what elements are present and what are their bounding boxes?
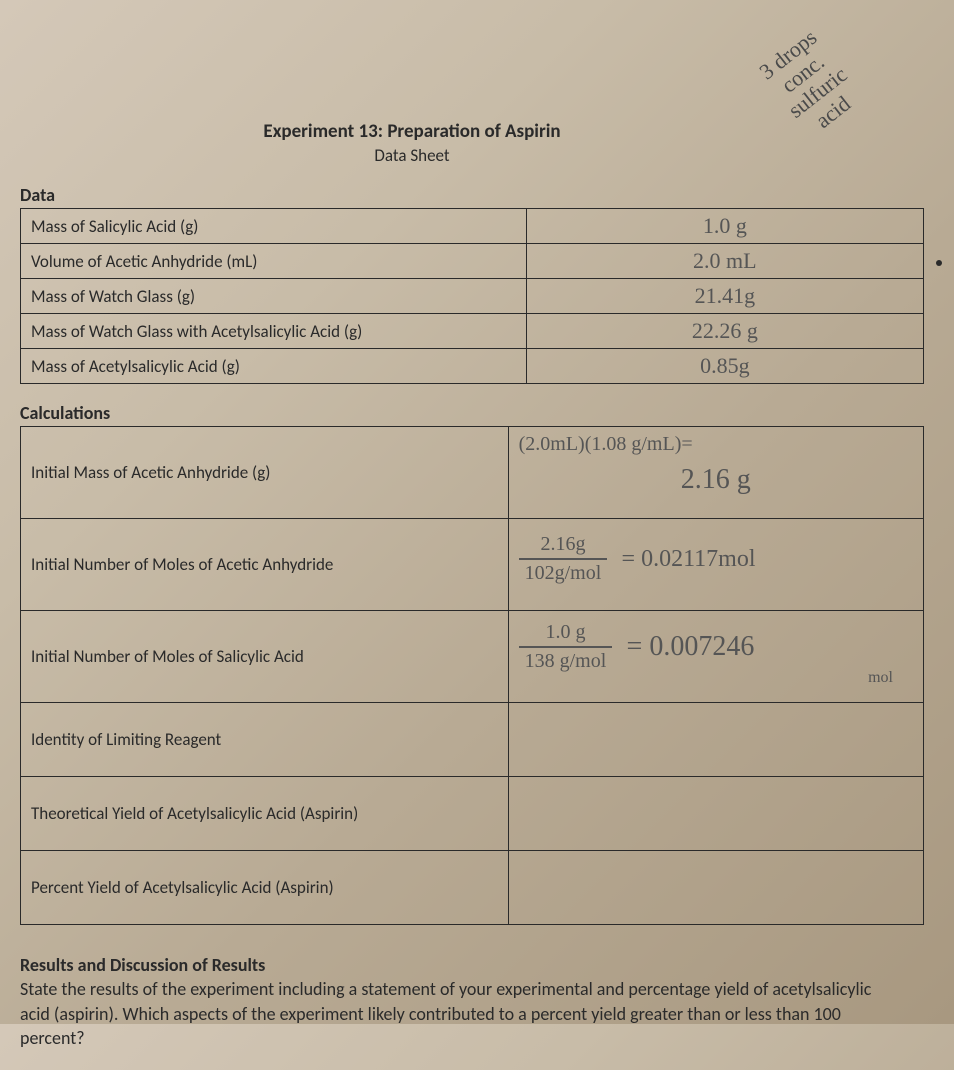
calc-result: = 0.007246 [627,631,755,663]
calc-label: Initial Number of Moles of Acetic Anhydr… [21,519,509,611]
data-table: Mass of Salicylic Acid (g) 1.0 g Volume … [20,208,924,384]
handwritten-value: 0.85g [537,353,913,379]
experiment-title: Experiment 13: Preparation of Aspirin [200,120,624,143]
table-row: Initial Number of Moles of Acetic Anhydr… [21,519,924,611]
table-row: Initial Mass of Acetic Anhydride (g) (2.… [21,427,924,519]
data-label: Mass of Watch Glass (g) [21,279,527,314]
discussion-header: Results and Discussion of Results [20,954,265,976]
calc-label: Identity of Limiting Reagent [21,703,509,777]
data-value: 21.41g [526,279,923,314]
calc-work [508,851,923,925]
calc-work: 2.16g 102g/mol = 0.02117mol [508,519,923,611]
data-value: 2.0 mL [526,244,923,279]
discussion-section: Results and Discussion of Results State … [20,953,924,1050]
calc-result: = 0.02117mol [622,546,756,573]
table-row: Identity of Limiting Reagent [21,703,924,777]
calc-work [508,777,923,851]
data-label: Volume of Acetic Anhydride (mL) [21,244,527,279]
data-value: 1.0 g [526,209,923,244]
table-row: Theoretical Yield of Acetylsalicylic Aci… [21,777,924,851]
fraction: 2.16g 102g/mol [519,533,608,585]
table-row: Percent Yield of Acetylsalicylic Acid (A… [21,851,924,925]
fraction: 1.0 g 138 g/mol [519,621,613,673]
fraction-denominator: 102g/mol [519,560,608,585]
calc-result: 2.16 g [519,464,913,496]
calc-label: Initial Number of Moles of Salicylic Aci… [21,611,509,703]
data-value: 0.85g [526,349,923,384]
calc-equation: (2.0mL)(1.08 g/mL)= [519,433,913,456]
table-row: Mass of Watch Glass with Acetylsalicylic… [21,314,924,349]
handwritten-value: 22.26 g [537,318,913,344]
hole-punch-dot [936,260,942,266]
calc-label: Percent Yield of Acetylsalicylic Acid (A… [21,851,509,925]
table-row: Initial Number of Moles of Salicylic Aci… [21,611,924,703]
fraction-numerator: 1.0 g [519,621,613,648]
table-row: Mass of Watch Glass (g) 21.41g [21,279,924,314]
discussion-text: State the results of the experiment incl… [20,978,871,1049]
calc-work: (2.0mL)(1.08 g/mL)= 2.16 g [508,427,923,519]
calc-work [508,703,923,777]
calc-work: 1.0 g 138 g/mol = 0.007246 mol [508,611,923,703]
data-label: Mass of Watch Glass with Acetylsalicylic… [21,314,527,349]
data-value: 22.26 g [526,314,923,349]
calculations-table: Initial Mass of Acetic Anhydride (g) (2.… [20,426,924,925]
calc-label: Initial Mass of Acetic Anhydride (g) [21,427,509,519]
data-label: Mass of Salicylic Acid (g) [21,209,527,244]
handwritten-value: 1.0 g [537,213,913,239]
table-row: Mass of Acetylsalicylic Acid (g) 0.85g [21,349,924,384]
fraction-denominator: 138 g/mol [519,648,613,673]
calculations-section-header: Calculations [20,402,924,424]
handwritten-value: 2.0 mL [537,248,913,274]
table-row: Volume of Acetic Anhydride (mL) 2.0 mL [21,244,924,279]
handwritten-value: 21.41g [537,283,913,309]
worksheet-page: 3 drops conc. sulfuric acid Experiment 1… [0,0,954,1070]
table-row: Mass of Salicylic Acid (g) 1.0 g [21,209,924,244]
data-label: Mass of Acetylsalicylic Acid (g) [21,349,527,384]
calc-label: Theoretical Yield of Acetylsalicylic Aci… [21,777,509,851]
title-block: Experiment 13: Preparation of Aspirin Da… [20,120,924,166]
data-section-header: Data [20,184,924,206]
subtitle: Data Sheet [200,145,624,166]
fraction-numerator: 2.16g [519,533,608,560]
